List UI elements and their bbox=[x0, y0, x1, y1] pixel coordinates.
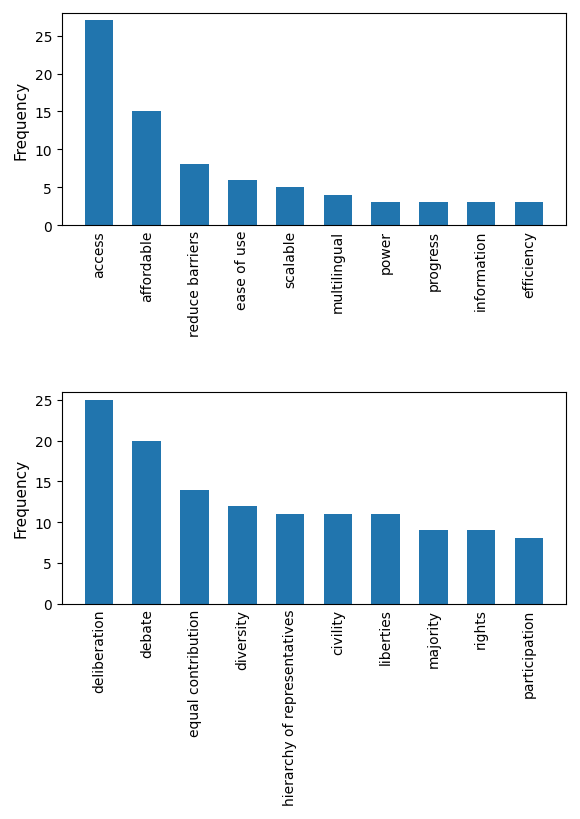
Bar bbox=[180, 490, 209, 604]
Bar bbox=[180, 165, 209, 226]
Bar bbox=[371, 514, 400, 604]
Bar bbox=[324, 514, 352, 604]
Bar bbox=[276, 514, 304, 604]
Bar bbox=[85, 400, 113, 604]
Bar bbox=[371, 203, 400, 226]
Bar bbox=[132, 112, 161, 226]
Bar bbox=[132, 441, 161, 604]
Bar bbox=[324, 196, 352, 226]
Bar bbox=[467, 203, 495, 226]
Y-axis label: Frequency: Frequency bbox=[14, 80, 29, 160]
Bar bbox=[85, 21, 113, 226]
Bar bbox=[514, 539, 543, 604]
Bar bbox=[514, 203, 543, 226]
Bar bbox=[228, 506, 256, 604]
Bar bbox=[276, 188, 304, 226]
Bar bbox=[228, 180, 256, 226]
Bar bbox=[467, 531, 495, 604]
Y-axis label: Frequency: Frequency bbox=[14, 459, 29, 537]
Bar bbox=[419, 203, 448, 226]
Bar bbox=[419, 531, 448, 604]
